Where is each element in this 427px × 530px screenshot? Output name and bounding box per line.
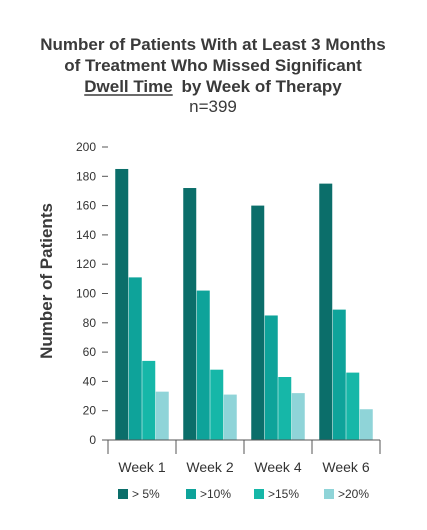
x-axis: Week 1 Week 2 Week 4 Week 6 (102, 439, 381, 475)
title-line-1: Number of Patients With at Least 3 Month… (40, 35, 386, 54)
legend-label: >20% (338, 487, 369, 501)
legend: > 5% >10% >15% >20% (118, 487, 369, 501)
title-line-3: Dwell Time by Week of Therapy (84, 77, 342, 96)
bar (332, 309, 346, 440)
y-tick-label: 140 (76, 228, 96, 242)
x-category-label: Week 4 (254, 459, 301, 475)
y-tick-label: 160 (76, 199, 96, 213)
legend-swatch (118, 489, 128, 499)
bar (319, 183, 333, 440)
y-tick-label: 60 (83, 345, 97, 359)
bar (359, 409, 373, 440)
bar (115, 168, 129, 440)
title-line-2: of Treatment Who Missed Significant (64, 56, 362, 75)
y-tick-label: 180 (76, 169, 96, 183)
bar (155, 391, 169, 440)
bar (142, 360, 156, 440)
bar (346, 372, 360, 440)
y-tick-label: 0 (89, 433, 96, 447)
bar (223, 394, 237, 440)
bar (128, 277, 142, 440)
chart-title: Number of Patients With at Least 3 Month… (40, 35, 386, 116)
bar (264, 315, 278, 440)
y-axis-label: Number of Patients (37, 203, 56, 359)
x-category-label: Week 2 (186, 459, 233, 475)
legend-swatch (186, 489, 196, 499)
y-tick-label: 80 (83, 316, 97, 330)
y-tick-label: 100 (76, 287, 96, 301)
y-tick-label: 120 (76, 257, 96, 271)
title-line-3-rest: by Week of Therapy (181, 77, 342, 96)
bar (251, 205, 265, 440)
x-category-label: Week 6 (322, 459, 369, 475)
x-category-label: Week 1 (118, 459, 165, 475)
y-tick-label: 200 (76, 140, 96, 154)
bar (278, 377, 292, 440)
bars (115, 168, 373, 440)
bar (196, 290, 210, 440)
legend-label: >10% (200, 487, 231, 501)
chart-subtitle: n=399 (189, 97, 237, 116)
bar (291, 393, 305, 440)
bar (183, 188, 197, 440)
legend-label: > 5% (132, 487, 160, 501)
y-tick-label: 40 (83, 374, 97, 388)
legend-label: >15% (268, 487, 299, 501)
title-underlined-phrase: Dwell Time (84, 77, 173, 96)
y-tick-label: 20 (83, 404, 97, 418)
bar (210, 369, 224, 440)
legend-swatch (324, 489, 334, 499)
legend-swatch (254, 489, 264, 499)
y-axis: 0 20 40 60 80 100 120 140 160 180 200 (76, 140, 108, 447)
